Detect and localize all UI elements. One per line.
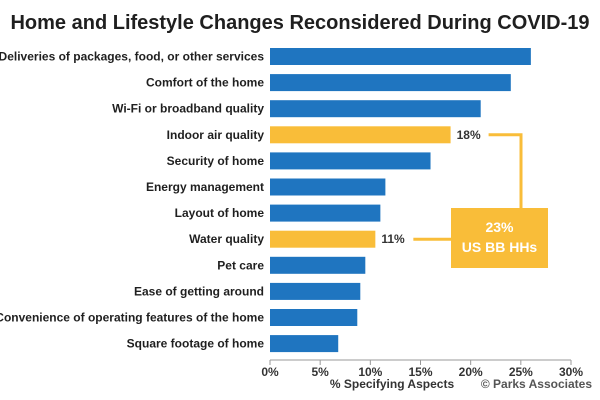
- callout-connectors: [413, 133, 523, 241]
- bar: [270, 335, 339, 353]
- x-tick-label: 10%: [358, 365, 382, 379]
- bar: [270, 256, 366, 274]
- category-label: Ease of getting around: [134, 284, 264, 298]
- chart-title: Home and Lifestyle Changes Reconsidered …: [10, 12, 589, 34]
- x-tick-label: 0%: [261, 365, 279, 379]
- data-label: 18%: [457, 128, 481, 142]
- category-label: Wi-Fi or broadband quality: [112, 102, 264, 116]
- bar: [270, 74, 511, 92]
- category-label: Energy management: [146, 180, 264, 194]
- x-tick-label: 30%: [559, 365, 583, 379]
- category-label: Security of home: [167, 154, 265, 168]
- category-labels: Deliveries of packages, food, or other s…: [0, 50, 264, 351]
- category-label: Comfort of the home: [146, 76, 264, 90]
- bar: [270, 100, 481, 118]
- source-credit: © Parks Associates: [481, 377, 592, 391]
- data-labels: 18% 11%: [381, 128, 481, 246]
- category-label: Deliveries of packages, food, or other s…: [0, 50, 264, 64]
- category-label: Pet care: [217, 258, 264, 272]
- category-label: Convenience of operating features of the…: [0, 311, 264, 325]
- x-tick-label: 5%: [311, 365, 329, 379]
- bar: [270, 204, 381, 222]
- category-label: Water quality: [189, 232, 264, 246]
- bar: [270, 152, 431, 170]
- x-axis-label: % Specifying Aspects: [330, 377, 455, 391]
- x-tick-label: 25%: [509, 365, 533, 379]
- bar: [270, 230, 376, 248]
- bar: [270, 48, 531, 65]
- category-label: Indoor air quality: [167, 128, 265, 142]
- data-label: 11%: [381, 232, 405, 246]
- bar: [270, 126, 451, 144]
- category-label: Square footage of home: [127, 337, 265, 351]
- bar: [270, 282, 361, 300]
- x-tick-label: 20%: [459, 365, 483, 379]
- callout-connector: [488, 133, 523, 208]
- callout-box: [451, 208, 548, 268]
- bars: [270, 48, 531, 353]
- callout-value: 23%: [485, 219, 514, 235]
- category-label: Layout of home: [175, 206, 265, 220]
- callout-label: US BB HHs: [462, 239, 538, 255]
- x-tick-label: 15%: [408, 365, 432, 379]
- bar: [270, 178, 386, 196]
- x-axis: 0% 5% 10% 15% 20% 25% 30%: [261, 359, 583, 379]
- bar: [270, 309, 358, 326]
